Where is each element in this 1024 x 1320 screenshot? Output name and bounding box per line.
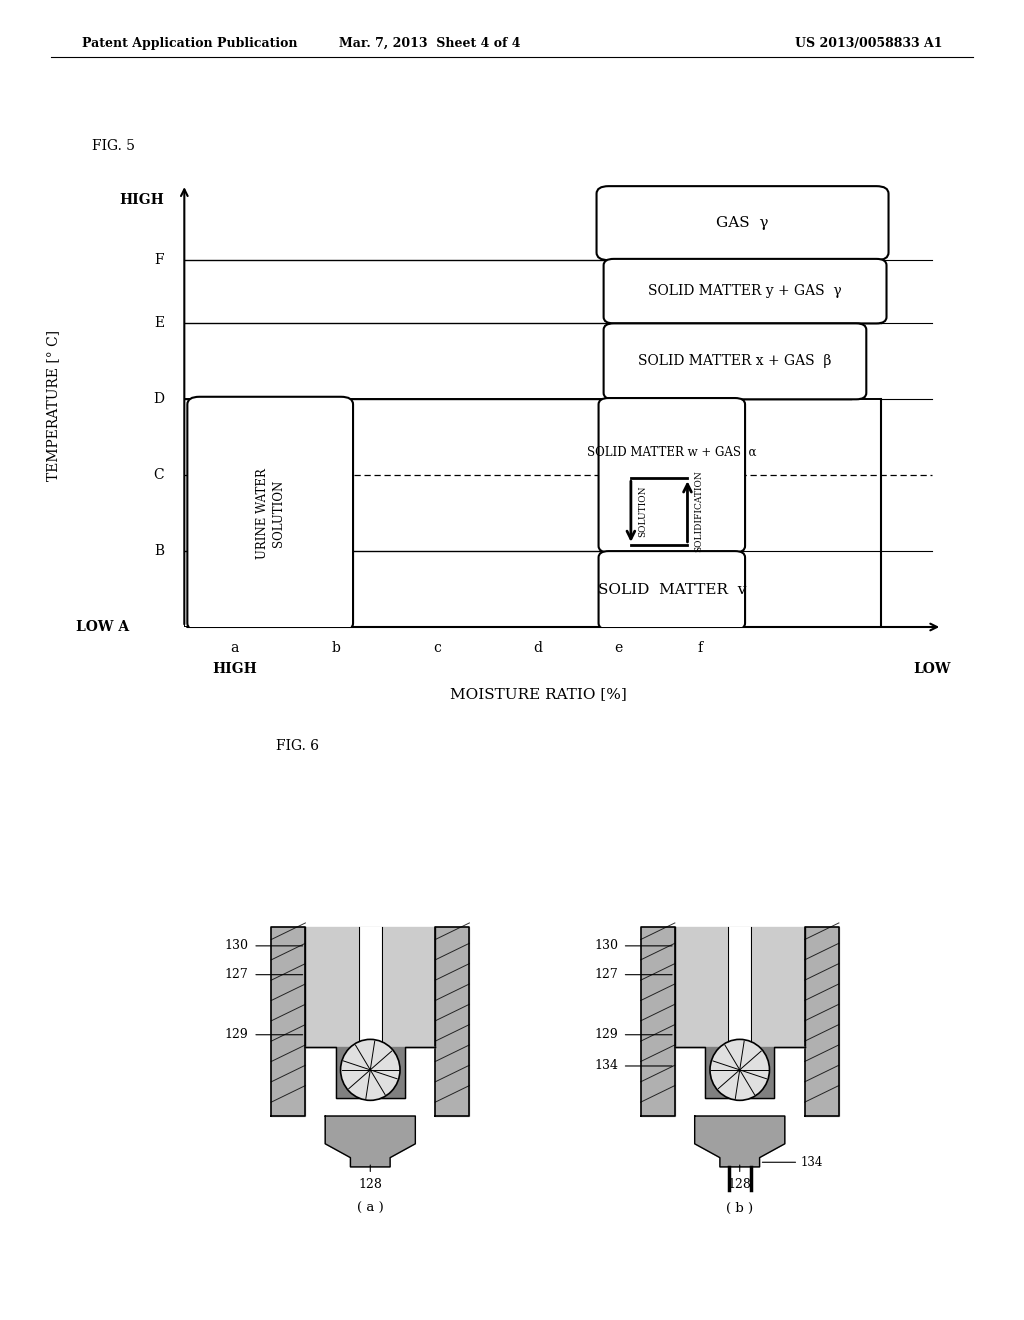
Text: C: C — [154, 469, 164, 482]
Text: 134: 134 — [594, 1060, 618, 1072]
Text: Patent Application Publication: Patent Application Publication — [82, 37, 297, 50]
Text: 129: 129 — [225, 1028, 249, 1041]
Text: HIGH: HIGH — [120, 193, 164, 207]
Text: d: d — [534, 642, 543, 655]
Text: 134: 134 — [801, 1156, 823, 1168]
Text: FIG. 5: FIG. 5 — [92, 139, 135, 153]
Text: 128: 128 — [358, 1177, 382, 1191]
Text: b: b — [332, 642, 340, 655]
Polygon shape — [805, 927, 839, 1117]
Text: 129: 129 — [594, 1028, 618, 1041]
Text: HIGH: HIGH — [212, 661, 257, 676]
Polygon shape — [694, 1117, 784, 1167]
Text: a: a — [230, 642, 239, 655]
Text: FIG. 6: FIG. 6 — [276, 739, 319, 754]
Bar — [184, 399, 882, 627]
Text: MOISTURE RATIO [%]: MOISTURE RATIO [%] — [450, 688, 627, 701]
Text: LOW A: LOW A — [76, 620, 129, 634]
Text: SOLID MATTER x + GAS  β: SOLID MATTER x + GAS β — [638, 354, 831, 368]
Circle shape — [341, 1039, 400, 1101]
Text: E: E — [154, 317, 164, 330]
Text: SOLID MATTER y + GAS  γ: SOLID MATTER y + GAS γ — [648, 284, 842, 298]
Text: F: F — [155, 253, 164, 267]
Text: 127: 127 — [225, 968, 249, 981]
Text: ( a ): ( a ) — [357, 1203, 384, 1214]
Polygon shape — [675, 927, 805, 1047]
FancyBboxPatch shape — [187, 397, 353, 631]
FancyBboxPatch shape — [599, 552, 745, 630]
Text: Mar. 7, 2013  Sheet 4 of 4: Mar. 7, 2013 Sheet 4 of 4 — [339, 37, 521, 50]
Text: SOLIDIFICATION: SOLIDIFICATION — [694, 471, 703, 553]
Text: 130: 130 — [594, 940, 618, 952]
Text: f: f — [697, 642, 702, 655]
Text: URINE WATER
SOLUTION: URINE WATER SOLUTION — [256, 469, 285, 560]
Text: B: B — [154, 544, 164, 558]
FancyBboxPatch shape — [597, 186, 889, 260]
Text: SOLID MATTER w + GAS  α: SOLID MATTER w + GAS α — [587, 446, 757, 459]
Polygon shape — [358, 927, 382, 1047]
Text: LOW: LOW — [913, 661, 950, 676]
Text: 127: 127 — [594, 968, 618, 981]
Text: 130: 130 — [224, 940, 249, 952]
Text: TEMPERATURE [° C]: TEMPERATURE [° C] — [46, 330, 60, 482]
Text: e: e — [614, 642, 623, 655]
Text: US 2013/0058833 A1: US 2013/0058833 A1 — [795, 37, 942, 50]
Text: D: D — [154, 392, 164, 407]
Text: GAS  γ: GAS γ — [716, 216, 769, 230]
Polygon shape — [271, 927, 305, 1117]
Text: 128: 128 — [728, 1177, 752, 1191]
Text: ( b ): ( b ) — [726, 1203, 754, 1214]
Circle shape — [710, 1039, 769, 1101]
Polygon shape — [728, 927, 752, 1047]
FancyBboxPatch shape — [603, 259, 887, 323]
FancyBboxPatch shape — [603, 323, 866, 399]
Polygon shape — [326, 1117, 416, 1167]
Polygon shape — [305, 927, 435, 1047]
Text: c: c — [433, 642, 441, 655]
Polygon shape — [435, 927, 469, 1117]
Polygon shape — [641, 927, 675, 1117]
Polygon shape — [675, 1047, 805, 1098]
Polygon shape — [305, 1047, 435, 1098]
Text: SOLUTION: SOLUTION — [638, 486, 647, 537]
Text: SOLID  MATTER  v: SOLID MATTER v — [598, 583, 746, 598]
FancyBboxPatch shape — [599, 399, 745, 552]
